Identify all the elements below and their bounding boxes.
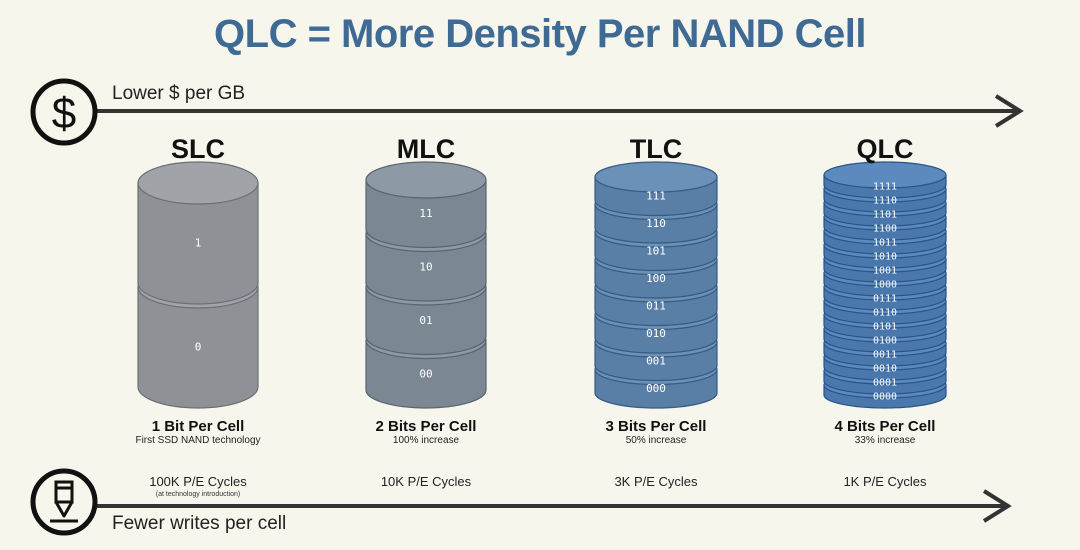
bits-label-slc: 1 Bit Per Cell	[151, 418, 245, 435]
cell-state-label: 000	[646, 382, 666, 395]
cell-state-label: 01	[419, 314, 432, 327]
cell-stack-mlc: 11 10 01 00	[365, 161, 487, 409]
dollar-icon: $	[30, 78, 98, 146]
cell-state-label: 0110	[873, 308, 897, 319]
cell-state-label: 0100	[873, 336, 897, 347]
bits-label-tlc: 3 Bits Per Cell	[605, 418, 707, 435]
subtitle-tlc: 50% increase	[625, 435, 687, 446]
cycles-qlc: 1K P/E Cycles	[843, 474, 927, 489]
cell-state-label: 001	[646, 354, 666, 367]
cell-state-label: 0010	[873, 364, 897, 375]
subtitle-mlc: 100% increase	[392, 435, 460, 446]
cell-state-label: 1100	[873, 224, 897, 235]
bits-label-mlc: 2 Bits Per Cell	[375, 418, 477, 435]
cell-state-label: 0111	[873, 294, 897, 305]
column-title-tlc: TLC	[629, 134, 683, 164]
cell-state-label: 1111	[873, 182, 897, 193]
cell-state-label: 0000	[873, 392, 897, 403]
cell-state-label: 10	[419, 260, 432, 273]
cell-state-label: 010	[646, 327, 666, 340]
cell-state-label: 0101	[873, 322, 897, 333]
cell-disk	[594, 161, 718, 217]
svg-text:$: $	[52, 89, 76, 138]
cycles-mlc: 10K P/E Cycles	[380, 474, 472, 489]
cell-state-label: 1001	[873, 266, 897, 277]
cell-state-label: 111	[646, 189, 666, 202]
cell-state-label: 0011	[873, 350, 897, 361]
cell-state-label: 1000	[873, 280, 897, 291]
cycles-tlc: 3K P/E Cycles	[614, 474, 698, 489]
cell-stacks: 1011100100111110101100011010001000111111…	[137, 161, 947, 409]
cell-state-label: 0	[195, 341, 202, 354]
cell-state-label: 101	[646, 244, 666, 257]
cell-state-label: 1010	[873, 252, 897, 263]
cell-state-label: 110	[646, 217, 666, 230]
column-title-slc: SLC	[171, 134, 225, 164]
subtitle-qlc: 33% increase	[854, 435, 916, 446]
cost-arrow	[92, 94, 1024, 128]
cell-state-label: 0001	[873, 378, 897, 389]
cell-disk	[365, 161, 487, 249]
cell-state-label: 100	[646, 272, 666, 285]
bits-label-qlc: 4 Bits Per Cell	[834, 418, 936, 435]
cell-state-label: 00	[419, 367, 432, 380]
column-title-mlc: MLC	[396, 134, 456, 164]
column-title-qlc: QLC	[856, 134, 914, 164]
cell-stack-tlc: 111 110 101 100 011 010 001 000	[594, 161, 718, 409]
cell-state-label: 1	[195, 237, 202, 250]
cost-axis-label: Lower $ per GB	[112, 83, 246, 104]
page-title: QLC = More Density Per NAND Cell	[214, 12, 866, 56]
cell-state-label: 1101	[873, 210, 897, 221]
cell-stack-slc: 10	[137, 161, 259, 409]
endurance-axis-label: Fewer writes per cell	[112, 513, 287, 534]
cell-disk	[823, 161, 947, 199]
cell-disk	[137, 161, 259, 305]
cell-state-label: 11	[419, 207, 432, 220]
cell-state-label: 011	[646, 299, 666, 312]
pencil-icon	[30, 468, 98, 536]
cell-state-label: 1110	[873, 196, 897, 207]
cycles-slc: 100K P/E Cycles	[149, 474, 247, 489]
cell-stack-qlc: 1111 1110 1101 1100 1011 1010 1001 1000 0111 0110…	[823, 161, 947, 409]
subtitle-slc: First SSD NAND technology	[135, 435, 261, 446]
cycles-note-slc: (at technology introduction)	[155, 491, 241, 498]
cell-state-label: 1011	[873, 238, 897, 249]
endurance-arrow	[92, 489, 1012, 523]
